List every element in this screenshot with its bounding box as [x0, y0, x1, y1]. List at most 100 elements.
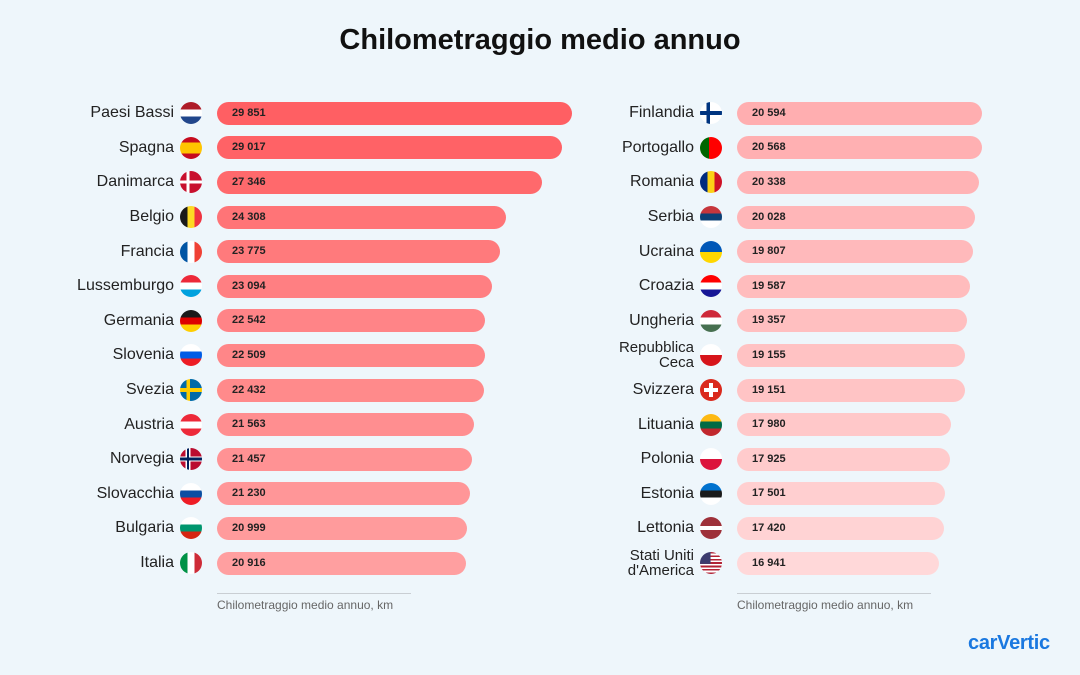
bar-value-label: 17 980 [752, 418, 786, 431]
bar[interactable]: 20 338 [737, 170, 980, 194]
country-label: Austria [124, 415, 174, 433]
bar-row: Paesi Bassi 29 851 [0, 96, 573, 131]
bar-value-label: 17 501 [752, 487, 786, 500]
bar[interactable]: 23 094 [217, 274, 492, 298]
flag-switzerland-icon [700, 379, 722, 402]
country-label: Spagna [118, 138, 174, 156]
bar-value-label: 17 925 [752, 452, 786, 465]
bar-value-label: 20 568 [752, 141, 786, 154]
bar-row: Slovacchia 21 230 [0, 477, 520, 512]
bar-value-label: 29 851 [232, 106, 266, 119]
bar[interactable]: 19 357 [737, 309, 968, 333]
flag-usa-icon [700, 552, 722, 575]
bar[interactable]: 19 155 [737, 343, 965, 367]
bar[interactable]: 16 941 [737, 551, 939, 575]
bar-value-label: 20 338 [752, 175, 786, 188]
country-label: Germania [103, 311, 174, 329]
country-label: Svizzera [632, 381, 694, 399]
country-label: Polonia [640, 450, 694, 468]
bar-row: Estonia 17 501 [520, 477, 1040, 512]
flag-croatia-icon [700, 275, 722, 298]
bar-value-label: 23 094 [232, 279, 266, 292]
bar[interactable]: 21 457 [217, 447, 473, 471]
bar[interactable]: 19 151 [737, 378, 965, 402]
country-label: Belgio [129, 208, 174, 226]
bar[interactable]: 29 851 [217, 101, 573, 125]
country-label: Estonia [640, 484, 694, 502]
country-label: Ucraina [638, 242, 694, 260]
bar-row: Austria 21 563 [0, 407, 520, 442]
bar-row: Bulgaria 20 999 [0, 511, 520, 546]
country-label: Repubblica Ceca [618, 339, 694, 372]
bar[interactable]: 22 542 [217, 309, 486, 333]
bar-row: Finlandia 20 594 [520, 96, 1040, 131]
bar-value-label: 16 941 [752, 556, 786, 569]
flag-netherlands-icon [180, 102, 202, 125]
flag-belgium-icon [180, 206, 202, 229]
bar-value-label: 22 432 [232, 383, 266, 396]
country-label: Francia [120, 242, 174, 260]
bar[interactable]: 21 563 [217, 413, 474, 437]
bar[interactable]: 20 916 [217, 551, 466, 575]
bar[interactable]: 19 587 [737, 274, 971, 298]
bar-row: Serbia 20 028 [520, 200, 1040, 235]
bar[interactable]: 20 028 [737, 205, 976, 229]
flag-czechia-icon [700, 344, 722, 367]
x-axis-label: Chilometraggio medio annuo, km [217, 598, 394, 612]
bar-value-label: 21 230 [232, 487, 266, 500]
country-label: Bulgaria [115, 519, 174, 537]
bar-row: Polonia 17 925 [520, 442, 1040, 477]
bar[interactable]: 17 980 [737, 413, 951, 437]
x-axis-line [217, 593, 411, 594]
bar-row: Lettonia 17 420 [520, 511, 1040, 546]
bar[interactable]: 23 775 [217, 240, 500, 264]
flag-luxembourg-icon [180, 275, 202, 298]
bar[interactable]: 27 346 [217, 170, 543, 194]
bar-value-label: 19 151 [752, 383, 786, 396]
bar-row: Stati Uniti d'America 16 941 [520, 546, 1040, 581]
country-label: Romania [629, 173, 694, 191]
flag-slovakia-icon [180, 482, 202, 505]
bar-row: Lussemburgo 23 094 [0, 269, 520, 304]
flag-slovenia-icon [180, 344, 202, 367]
bar[interactable]: 22 509 [217, 343, 485, 367]
bar[interactable]: 17 420 [737, 516, 945, 540]
bar[interactable]: 29 017 [217, 136, 563, 160]
bar-row: Repubblica Ceca 19 155 [520, 338, 1040, 373]
bar-row: Croazia 19 587 [520, 269, 1040, 304]
bar-value-label: 20 028 [752, 210, 786, 223]
flag-romania-icon [700, 171, 722, 194]
bar[interactable]: 21 230 [217, 482, 470, 506]
bar-row: Ungheria 19 357 [520, 304, 1040, 339]
bar-row: Romania 20 338 [520, 165, 1040, 200]
country-label: Slovacchia [96, 484, 174, 502]
bar[interactable]: 20 594 [737, 101, 983, 125]
bar[interactable]: 19 807 [737, 240, 973, 264]
flag-serbia-icon [700, 206, 722, 229]
bar-value-label: 21 563 [232, 418, 266, 431]
flag-norway-icon [180, 448, 202, 471]
bar-row: Italia 20 916 [0, 546, 520, 581]
bar[interactable]: 20 568 [737, 136, 982, 160]
x-axis-line [737, 593, 931, 594]
country-label: Lussemburgo [77, 277, 174, 295]
bar-row: Ucraina 19 807 [520, 234, 1040, 269]
country-label: Slovenia [112, 346, 174, 364]
bar[interactable]: 17 501 [737, 482, 946, 506]
bar[interactable]: 17 925 [737, 447, 951, 471]
bar[interactable]: 24 308 [217, 205, 507, 229]
country-label: Portogallo [621, 138, 694, 156]
left-bar-chart: Paesi Bassi 29 851 Spagna 29 017 Danimarca 27… [0, 96, 573, 616]
flag-bulgaria-icon [180, 517, 202, 540]
country-label: Danimarca [96, 173, 174, 191]
country-label: Ungheria [629, 311, 694, 329]
bar[interactable]: 20 999 [217, 516, 467, 540]
flag-poland-icon [700, 448, 722, 471]
country-label: Paesi Bassi [90, 104, 174, 122]
flag-hungary-icon [700, 309, 722, 332]
country-label: Stati Uniti d'America [627, 547, 694, 580]
country-label: Svezia [125, 381, 174, 399]
bar[interactable]: 22 432 [217, 378, 484, 402]
carvertical-logo[interactable]: carVertic [968, 632, 1050, 654]
flag-spain-icon [180, 136, 202, 159]
